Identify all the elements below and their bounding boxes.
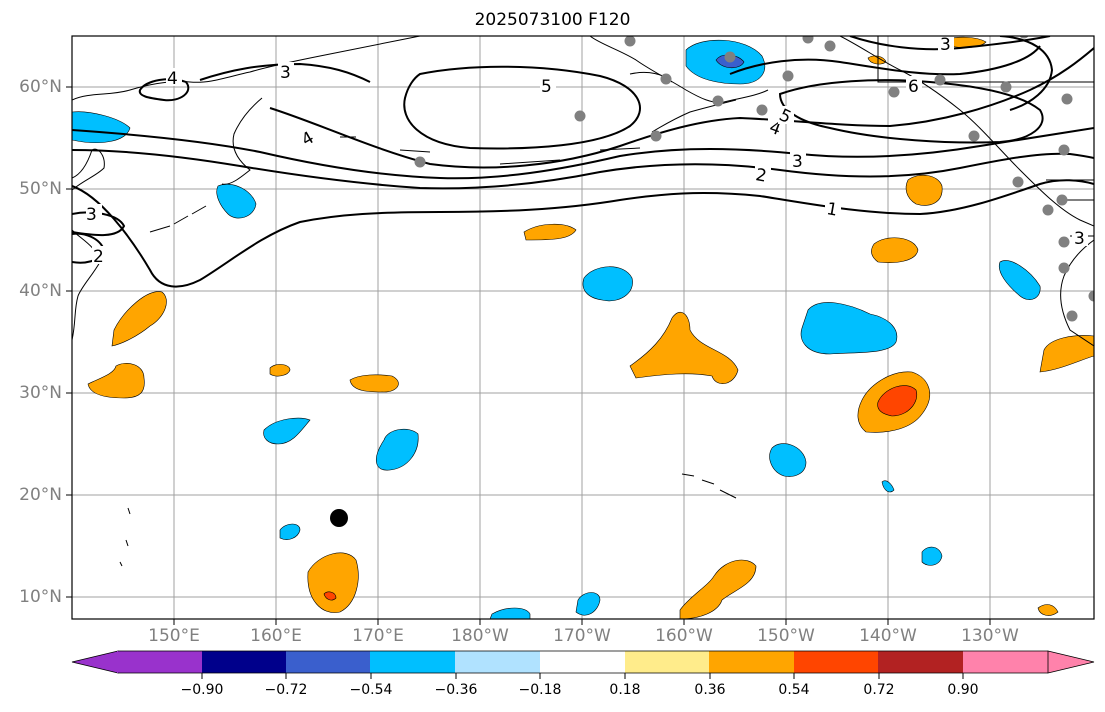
positive-anomaly bbox=[111, 291, 167, 347]
contour-north-5 bbox=[849, 36, 1051, 51]
colorbar-tick-label: −0.18 bbox=[518, 682, 562, 698]
positive-anomaly bbox=[871, 237, 919, 263]
positive-anomaly bbox=[523, 223, 577, 241]
colorbar-extend-high bbox=[1047, 650, 1095, 674]
negative-anomaly bbox=[582, 266, 633, 302]
positive-anomaly bbox=[269, 364, 291, 377]
contour-label: 3 bbox=[280, 63, 291, 83]
colorbar-bin bbox=[963, 651, 1049, 673]
map-frame bbox=[71, 35, 1095, 620]
lon-label: 160°W bbox=[655, 626, 713, 646]
contour-4-west bbox=[138, 78, 190, 102]
negative-anomaly bbox=[263, 417, 311, 445]
colorbar-tick-label: 0.54 bbox=[778, 682, 810, 698]
negative-anomaly bbox=[72, 111, 131, 143]
lon-label: 170°W bbox=[553, 626, 611, 646]
contour-label: 3 bbox=[792, 152, 803, 172]
positive-anomaly-strong bbox=[323, 591, 337, 601]
colorbar-tick-label: 0.18 bbox=[609, 682, 641, 698]
colorbar-bin bbox=[117, 651, 203, 673]
positive-anomaly bbox=[1037, 604, 1059, 616]
contour-labels: 1 2 3 4 5 6 4 3 2 3 4 5 3 3 bbox=[86, 35, 1088, 267]
positive-anomaly bbox=[629, 312, 739, 384]
negative-anomaly bbox=[216, 184, 257, 219]
contour-1 bbox=[72, 179, 1094, 288]
contour-6 bbox=[778, 79, 1044, 144]
positive-anomaly bbox=[905, 174, 943, 206]
colorbar-bin bbox=[540, 651, 626, 673]
contour-label: 3 bbox=[1074, 229, 1085, 249]
lon-label: 180°W bbox=[451, 626, 509, 646]
colorbar-bin bbox=[370, 651, 456, 673]
colorbar-tick-label: −0.72 bbox=[264, 682, 308, 698]
contour-label: 2 bbox=[754, 165, 768, 187]
contour-label: 3 bbox=[940, 35, 951, 55]
contour-2 bbox=[72, 149, 1094, 190]
positive-anomaly-strong bbox=[877, 385, 918, 417]
negative-anomaly bbox=[279, 523, 301, 540]
colorbar-tick-label: −0.36 bbox=[434, 682, 478, 698]
colorbar-bin bbox=[202, 651, 287, 673]
colorbar-tick-label: −0.90 bbox=[180, 682, 224, 698]
colorbar-tick-label: 0.36 bbox=[694, 682, 726, 698]
contour-5 bbox=[403, 65, 641, 150]
negative-anomaly bbox=[998, 260, 1041, 300]
colorbar-bin bbox=[794, 651, 879, 673]
map-area: 1 2 3 4 5 6 4 3 2 3 4 5 3 3 bbox=[72, 35, 1094, 619]
lat-label: 50°N bbox=[19, 179, 62, 199]
colorbar-bin bbox=[455, 651, 541, 673]
negative-anomaly bbox=[769, 443, 807, 477]
contour-lines bbox=[72, 36, 1094, 288]
negative-anomaly bbox=[489, 607, 531, 619]
colorbar bbox=[71, 650, 1095, 679]
contour-label: 6 bbox=[908, 77, 919, 97]
colorbar-bin bbox=[625, 651, 710, 673]
contour-east bbox=[999, 36, 1054, 111]
colorbar-tick-label: −0.54 bbox=[349, 682, 393, 698]
contour-label: 5 bbox=[541, 77, 552, 97]
lon-label: 160°E bbox=[250, 626, 302, 646]
colorbar-extend-low bbox=[71, 650, 119, 674]
anomaly-shading bbox=[72, 36, 1094, 619]
negative-anomaly bbox=[376, 428, 419, 471]
negative-anomaly bbox=[881, 480, 895, 493]
axis-ticks bbox=[66, 86, 991, 625]
contour-label: 2 bbox=[93, 247, 104, 267]
contour-3-top bbox=[199, 62, 371, 83]
contour-label: 3 bbox=[86, 205, 97, 225]
inset-outlines bbox=[877, 36, 1094, 237]
contour-3 bbox=[72, 127, 1094, 180]
lon-label: 130°W bbox=[961, 626, 1019, 646]
negative-anomaly bbox=[921, 546, 943, 566]
lat-label: 30°N bbox=[19, 383, 62, 403]
colorbar-bin bbox=[286, 651, 371, 673]
positive-anomaly bbox=[349, 374, 399, 393]
colorbar-tick-label: 0.90 bbox=[947, 682, 979, 698]
contour-label: 1 bbox=[825, 199, 839, 221]
lat-label: 40°N bbox=[19, 281, 62, 301]
negative-anomaly bbox=[575, 592, 601, 616]
map-title: 2025073100 F120 bbox=[474, 10, 631, 30]
lat-label: 10°N bbox=[19, 587, 62, 607]
station-dots bbox=[414, 36, 1094, 322]
lat-label: 60°N bbox=[19, 77, 62, 97]
contour-label: 4 bbox=[167, 69, 178, 89]
lon-label: 150°E bbox=[148, 626, 200, 646]
lon-label: 170°E bbox=[352, 626, 404, 646]
positive-anomaly bbox=[679, 559, 757, 619]
positive-anomaly bbox=[87, 363, 145, 399]
negative-anomaly bbox=[800, 302, 898, 355]
contour-5b bbox=[729, 45, 1041, 76]
storm-center-marker bbox=[330, 509, 348, 527]
positive-anomaly bbox=[1039, 335, 1094, 373]
lat-label: 20°N bbox=[19, 485, 62, 505]
gridlines bbox=[72, 36, 1094, 619]
positive-anomaly bbox=[307, 552, 359, 613]
lon-label: 140°W bbox=[859, 626, 917, 646]
lon-label: 150°W bbox=[757, 626, 815, 646]
colorbar-tick-label: 0.72 bbox=[863, 682, 895, 698]
colorbar-bin bbox=[878, 651, 964, 673]
colorbar-bin bbox=[709, 651, 795, 673]
